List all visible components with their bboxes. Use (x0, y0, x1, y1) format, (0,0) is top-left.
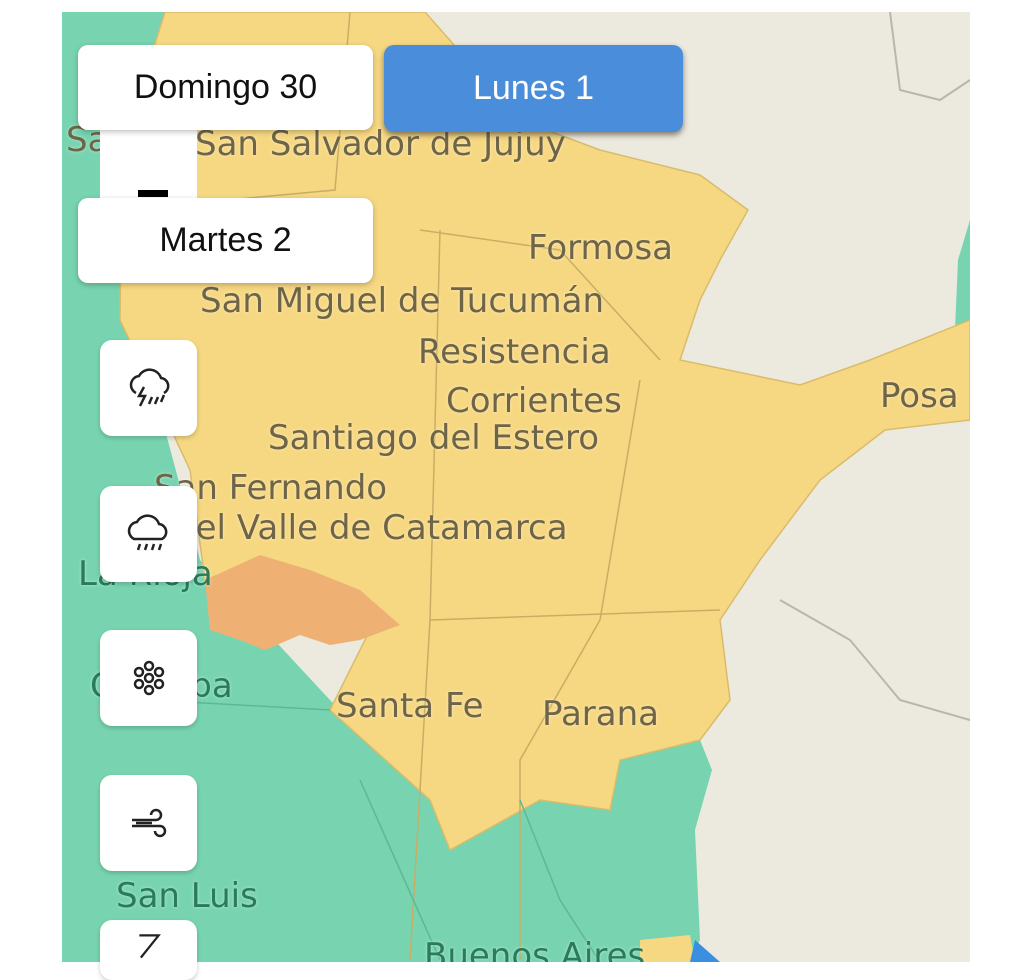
thunderstorm-filter-button[interactable] (100, 340, 197, 436)
wind-icon (131, 808, 166, 838)
thunderstorm-icon (129, 368, 169, 407)
day-tab-lunes[interactable]: Lunes 1 (384, 45, 683, 132)
city-label: Parana (542, 694, 660, 734)
zonda-filter-button[interactable] (100, 920, 197, 980)
city-label: San Luis (116, 876, 258, 916)
city-label: Formosa (528, 228, 673, 268)
city-label: Santiago del Estero (268, 418, 600, 458)
wind-filter-button[interactable] (100, 775, 197, 871)
city-label: Resistencia (418, 332, 611, 372)
water-area (690, 940, 720, 962)
green-alert-zone (62, 12, 712, 962)
city-label: San Miguel de Tucumán (200, 281, 605, 321)
day-tab-martes[interactable]: Martes 2 (78, 198, 373, 283)
green-alert-zone-ne (955, 220, 970, 335)
day-tab-domingo[interactable]: Domingo 30 (78, 45, 373, 130)
rain-icon (127, 514, 167, 551)
city-label: Buenos Aires (424, 936, 646, 962)
city-label: Corrientes (446, 381, 622, 421)
snow-icon (133, 660, 164, 696)
orange-alert-zone (205, 555, 400, 650)
zonda-icon (138, 934, 161, 959)
alert-map[interactable]: Sa San Salvador de Jujuy Formosa San Mig… (62, 12, 970, 962)
city-label: del Valle de Catamarca (174, 508, 568, 548)
snow-filter-button[interactable] (100, 630, 197, 726)
yellow-alert-zone-south (640, 935, 695, 962)
city-label: Santa Fe (336, 686, 484, 726)
city-label: Posa (880, 376, 959, 416)
layer-control[interactable] (100, 128, 197, 205)
minus-icon (138, 190, 168, 197)
rain-filter-button[interactable] (100, 486, 197, 582)
